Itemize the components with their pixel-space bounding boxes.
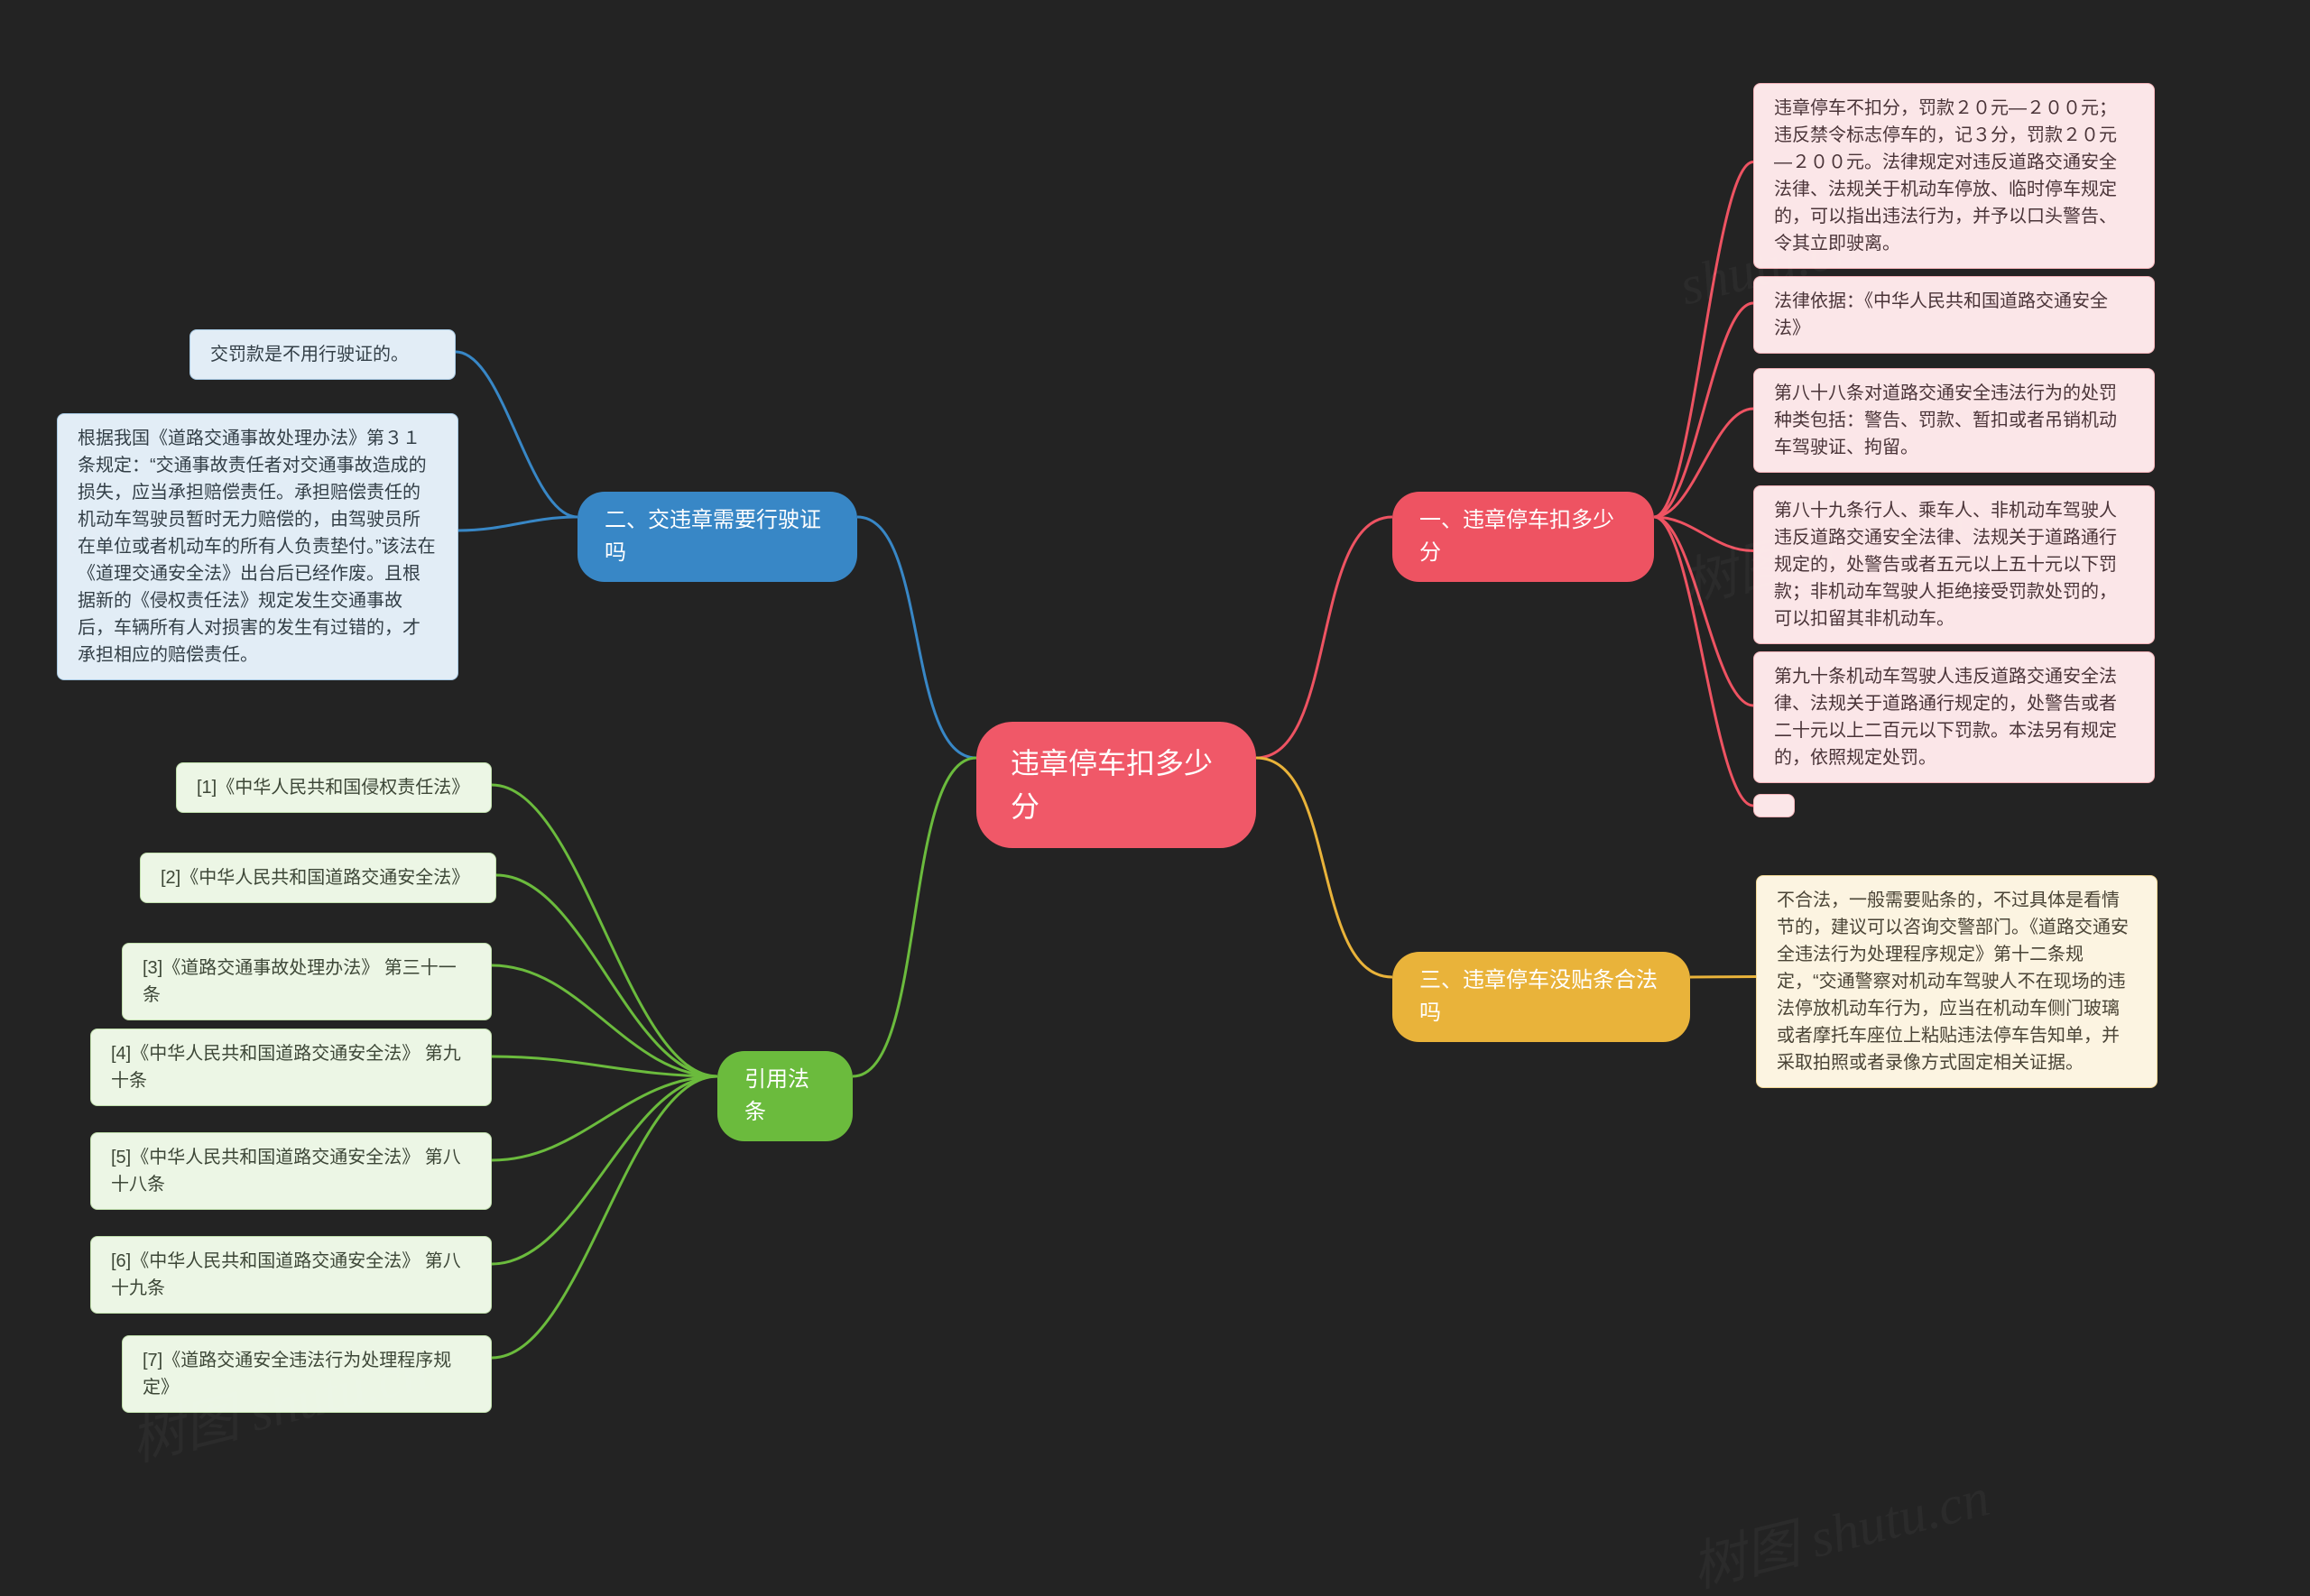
leaf-red-2[interactable]: 第八十八条对道路交通安全违法行为的处罚种类包括：警告、罚款、暂扣或者吊销机动车驾… [1753, 368, 2155, 473]
leaf-green-0[interactable]: [1]《中华人民共和国侵权责任法》 [176, 762, 492, 813]
edge [496, 875, 717, 1076]
leaf-red-0[interactable]: 违章停车不扣分，罚款２０元—２００元；违反禁令标志停车的，记３分，罚款２０元—２… [1753, 83, 2155, 269]
edge [1654, 517, 1753, 706]
edge [857, 517, 976, 758]
leaf-red-5[interactable] [1753, 794, 1795, 817]
edge [458, 517, 578, 530]
leaf-green-4[interactable]: [5]《中华人民共和国道路交通安全法》 第八十八条 [90, 1132, 492, 1210]
leaf-green-5[interactable]: [6]《中华人民共和国道路交通安全法》 第八十九条 [90, 1236, 492, 1314]
root-node[interactable]: 违章停车扣多少分 [976, 722, 1256, 848]
edge [492, 965, 717, 1076]
edge [1690, 977, 1756, 978]
leaf-green-1[interactable]: [2]《中华人民共和国道路交通安全法》 [140, 853, 496, 903]
leaf-red-4[interactable]: 第九十条机动车驾驶人违反道路交通安全法律、法规关于道路通行规定的，处警告或者二十… [1753, 651, 2155, 783]
edge [456, 352, 578, 517]
edge [1654, 517, 1753, 806]
edge [1256, 517, 1392, 758]
branch-yellow[interactable]: 三、违章停车没贴条合法吗 [1392, 952, 1690, 1042]
leaf-red-3[interactable]: 第八十九条行人、乘车人、非机动车驾驶人违反道路交通安全法律、法规关于道路通行规定… [1753, 485, 2155, 644]
leaf-green-2[interactable]: [3]《道路交通事故处理办法》 第三十一条 [122, 943, 492, 1020]
leaf-green-3[interactable]: [4]《中华人民共和国道路交通安全法》 第九十条 [90, 1029, 492, 1106]
branch-blue[interactable]: 二、交违章需要行驶证吗 [578, 492, 857, 582]
leaf-blue-1[interactable]: 根据我国《道路交通事故处理办法》第３１条规定：“交通事故责任者对交通事故造成的损… [57, 413, 458, 680]
edge [1256, 758, 1392, 977]
edge [853, 758, 976, 1076]
edge [492, 1076, 717, 1264]
leaf-red-1[interactable]: 法律依据：《中华人民共和国道路交通安全法》 [1753, 276, 2155, 354]
leaf-blue-0[interactable]: 交罚款是不用行驶证的。 [189, 329, 456, 380]
edge [492, 785, 717, 1076]
branch-green[interactable]: 引用法条 [717, 1051, 853, 1141]
leaf-yellow-0[interactable]: 不合法，一般需要贴条的，不过具体是看情节的，建议可以咨询交警部门。《道路交通安全… [1756, 875, 2158, 1088]
leaf-green-6[interactable]: [7]《道路交通安全违法行为处理程序规定》 [122, 1335, 492, 1413]
branch-red[interactable]: 一、违章停车扣多少分 [1392, 492, 1654, 582]
